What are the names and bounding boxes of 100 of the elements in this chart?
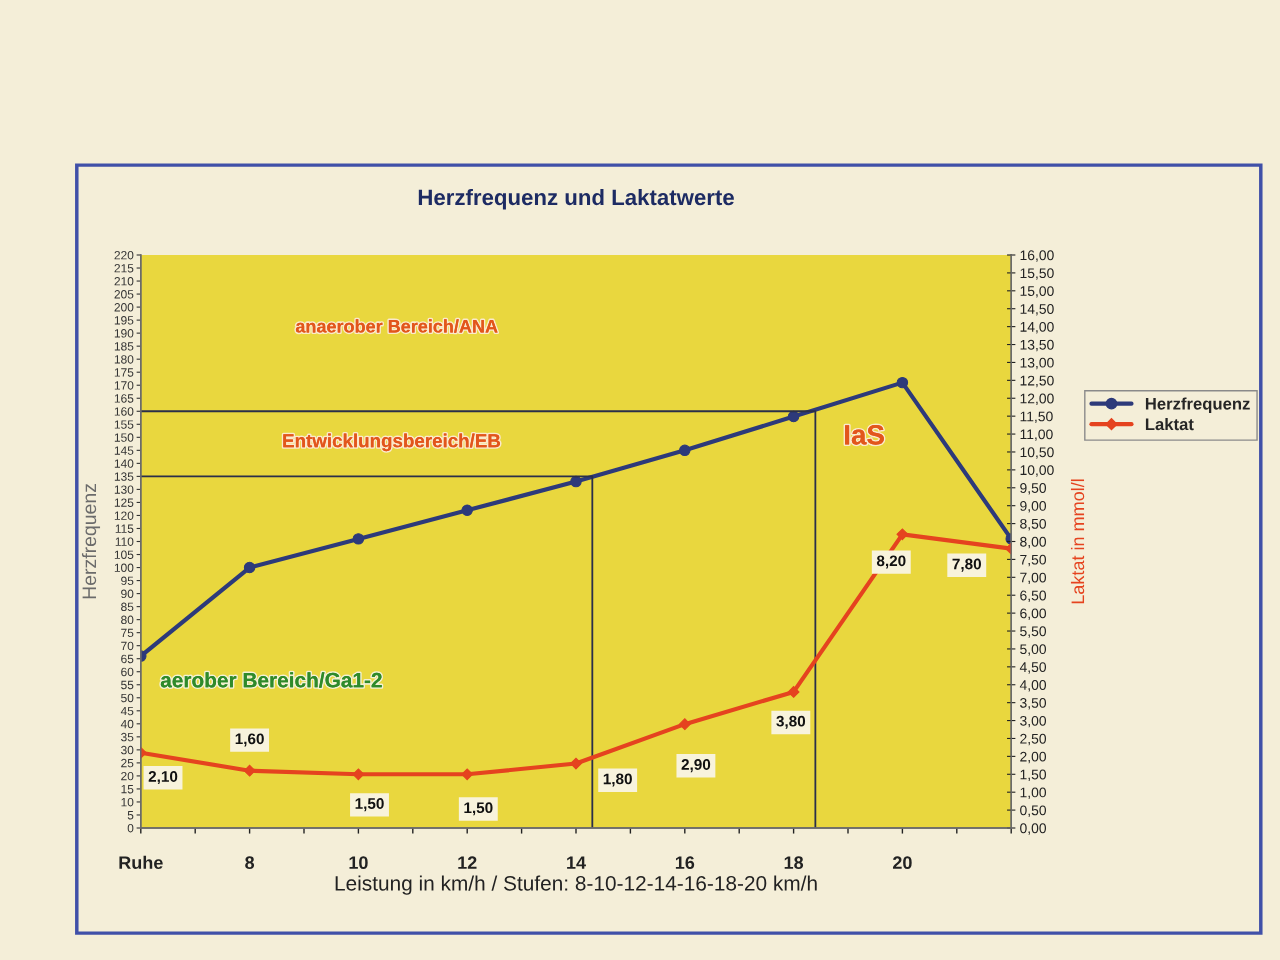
x-tick-label: 12 [458,856,477,869]
y2-tick-label: 11,50 [1020,411,1053,423]
y2-tick-label: 3,00 [1020,715,1047,728]
y-tick-label: 220 [114,250,134,260]
y-tick-label: 25 [121,758,134,768]
data-label: 1,80 [603,773,632,787]
y-tick-label: 135 [114,472,134,481]
y-tick-label: 90 [121,589,134,599]
y-tick-label: 110 [115,537,134,546]
x-tick-label: 18 [784,856,804,870]
y-tick-label: 175 [114,368,134,377]
y2-tick-label: 5,50 [1020,626,1047,638]
y2-axis-title: Laktat in mmol/l [1070,479,1085,604]
y2-tick-label: 5,00 [1020,644,1047,656]
y-tick-label: 130 [114,485,134,494]
y-tick-label: 165 [114,394,134,403]
y2-tick-label: 7,00 [1020,572,1047,585]
point [461,768,474,781]
y-tick-label: 145 [114,446,134,455]
point [243,561,256,574]
y-tick-label: 120 [114,511,134,520]
y2-tick-label: 12,00 [1020,393,1054,406]
y2-tick-label: 14,50 [1020,304,1054,316]
y-tick-label: 185 [114,342,134,351]
y2-tick-label: 0,00 [1020,823,1047,835]
point [896,376,909,389]
y-tick-label: 40 [120,719,134,729]
y-tick-label: 115 [115,524,134,533]
y-tick-label: 180 [114,355,134,364]
y2-tick-label: 6,00 [1020,608,1047,620]
y2-tick-label: 4,50 [1019,662,1047,674]
y-tick-label: 155 [114,420,134,429]
y-tick-label: 30 [121,745,134,755]
y2-tick-label: 2,00 [1020,751,1047,764]
y2-tick-label: 0,50 [1020,805,1047,817]
y-tick-label: 100 [114,563,134,572]
y2-tick-label: 6,50 [1020,590,1047,603]
y-tick-label: 205 [114,290,134,299]
chart-title: Herzfrequenz und Laktatwerte [418,188,734,210]
x-tick-label: Ruhe [119,855,163,870]
y2-tick-label: 15,00 [1020,286,1054,298]
y-tick-label: 170 [114,381,134,390]
data-label: 8,20 [876,555,906,569]
x-tick-label: 8 [245,856,255,870]
y-tick-label: 150 [114,433,134,442]
y2-tick-label: 15,50 [1020,268,1054,280]
y-tick-label: 75 [121,628,134,638]
y2-tick-label: 4,00 [1019,680,1047,692]
point [570,475,582,488]
y-tick-label: 85 [121,602,134,612]
y2-tick-label: 1,50 [1020,769,1047,782]
data-label: 2,90 [681,759,711,773]
y2-tick-label: 3,50 [1020,697,1047,710]
data-label: 1,60 [235,733,264,747]
y-tick-label: 195 [114,316,134,325]
data-label: 7,80 [952,558,981,572]
point [352,533,365,545]
x-tick-label: 16 [675,856,695,870]
y-tick-label: 65 [121,654,134,664]
annotation: anaerober Bereich/ANA [295,319,498,333]
y-tick-label: 200 [114,303,134,312]
y-tick-label: 210 [114,277,134,286]
y-tick-label: 80 [121,615,134,625]
y2-tick-label: 8,00 [1020,536,1047,549]
y-tick-label: 190 [114,329,134,338]
y-tick-label: 140 [114,459,134,468]
y2-tick-label: 9,00 [1020,501,1047,513]
x-axis-title: Leistung in km/h / Stufen: 8-10-12-14-16-18-20 km/h [335,875,817,895]
x-tick-label: 14 [567,856,586,869]
point [679,444,691,457]
y-tick-label: 215 [114,264,134,273]
legend-label: Herzfrequenz [1145,397,1250,413]
y-tick-label: 125 [114,498,134,507]
y2-tick-label: 2,50 [1020,733,1047,746]
y-tick-label: 160 [114,407,134,416]
y2-tick-label: 13,00 [1020,357,1054,370]
y2-tick-label: 7,50 [1020,554,1047,567]
annotation: aerober Bereich/Ga1-2 [160,672,382,688]
y-tick-label: 20 [121,771,134,781]
y2-tick-label: 8,50 [1020,518,1047,531]
data-label: 1,50 [355,798,384,812]
point [787,685,800,698]
y-tick-label: 45 [120,706,134,716]
data-label: 1,50 [464,802,493,816]
y2-tick-label: 1,00 [1020,787,1047,799]
annotation: IaS [845,425,884,445]
y2-tick-label: 16,00 [1020,250,1054,262]
y-tick-label: 70 [121,641,134,651]
y2-tick-label: 11,00 [1020,429,1053,441]
y2-tick-label: 13,50 [1020,339,1054,352]
y-tick-label: 50 [121,693,134,703]
y2-tick-label: 14,00 [1020,321,1054,334]
point [678,718,691,731]
y-tick-label: 15 [121,785,134,794]
point [787,410,800,423]
y-tick-label: 5 [127,811,134,820]
y-axis-title: Herzfrequenz [81,484,101,599]
y2-tick-label: 9,50 [1020,483,1047,495]
y-tick-label: 95 [121,576,134,586]
point [461,504,473,516]
